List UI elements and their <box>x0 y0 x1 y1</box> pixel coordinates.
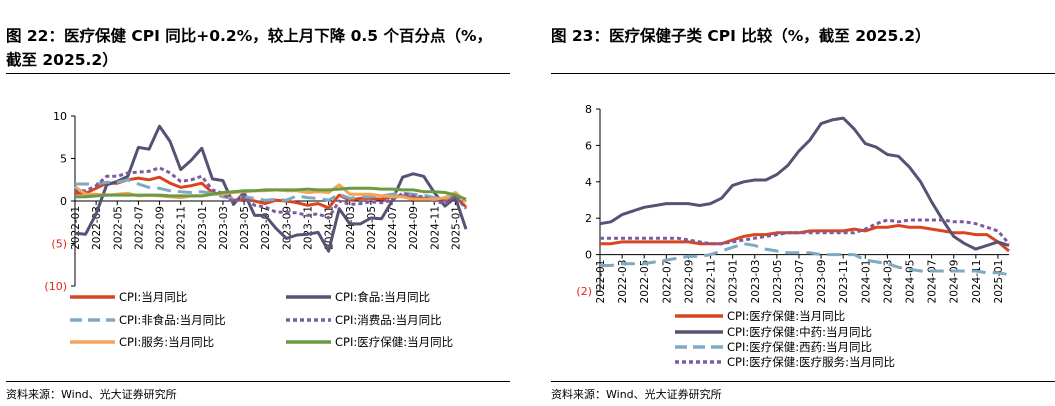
x-tick-label: 2022-01 <box>595 260 607 304</box>
x-tick-label: 2022-07 <box>661 260 673 304</box>
y-tick-label: 0 <box>60 195 67 208</box>
x-tick-label: 2025-01 <box>993 260 1005 304</box>
x-tick-label: 2023-03 <box>750 260 762 304</box>
series-line-3 <box>600 242 1010 277</box>
x-tick-label: 2024-11 <box>429 206 441 250</box>
x-tick-label: 2023-07 <box>260 206 272 250</box>
chart-title-left: 图 22：医疗保健 CPI 同比+0.2%，较上月下降 0.5 个百分点（%，截… <box>6 27 493 69</box>
x-tick-label: 2022-03 <box>617 260 629 304</box>
x-tick-label: 2025-01 <box>450 206 462 250</box>
x-tick-label: 2023-09 <box>816 260 828 304</box>
y-tick-label: (2) <box>576 285 592 298</box>
x-tick-label: 2023-07 <box>794 260 806 304</box>
x-tick-label: 2024-01 <box>860 260 872 304</box>
legend-label: CPI:消费品:当月同比 <box>335 313 442 327</box>
x-tick-label: 2023-11 <box>838 260 850 304</box>
x-tick-label: 2022-11 <box>706 260 718 304</box>
source-rule-right <box>551 381 1055 382</box>
y-tick-label: 2 <box>585 212 592 225</box>
x-tick-label: 2023-09 <box>281 206 293 250</box>
title-rule-left <box>6 73 510 74</box>
x-tick-label: 2022-01 <box>70 206 82 250</box>
x-tick-label: 2022-09 <box>683 260 695 304</box>
series-line-4 <box>75 166 468 220</box>
x-tick-label: 2024-07 <box>387 206 399 250</box>
y-tick-label: 0 <box>585 249 592 262</box>
y-tick-label: (10) <box>44 280 67 293</box>
series-line-2 <box>599 116 1010 251</box>
y-tick-label: 5 <box>60 153 67 166</box>
x-tick-label: 2024-05 <box>366 206 378 250</box>
source-note-left: 资料来源：Wind、光大证券研究所 <box>6 388 177 401</box>
x-tick-label: 2024-09 <box>949 260 961 304</box>
x-tick-label: 2024-11 <box>971 260 983 304</box>
x-tick-label: 2024-09 <box>408 206 420 250</box>
legend-label: CPI:当月同比 <box>119 290 187 304</box>
x-tick-label: 2022-07 <box>133 206 145 250</box>
y-tick-label: 6 <box>585 139 592 152</box>
x-tick-label: 2022-05 <box>639 260 651 304</box>
y-tick-label: 10 <box>53 110 67 123</box>
y-tick-label: (5) <box>51 238 67 251</box>
source-rule-left <box>6 381 510 382</box>
x-tick-label: 2024-07 <box>927 260 939 304</box>
x-tick-label: 2022-11 <box>176 206 188 250</box>
y-tick-label: 4 <box>585 176 592 189</box>
x-tick-label: 2024-05 <box>905 260 917 304</box>
legend-label: CPI:医疗保健:中药:当月同比 <box>727 325 872 339</box>
x-tick-label: 2023-05 <box>239 206 251 250</box>
series-line-2 <box>74 124 468 253</box>
x-tick-label: 2024-03 <box>882 260 894 304</box>
x-tick-label: 2023-05 <box>772 260 784 304</box>
legend-label: CPI:食品:当月同比 <box>335 290 430 304</box>
x-tick-label: 2023-01 <box>197 206 209 250</box>
legend-label: CPI:非食品:当月同比 <box>119 313 226 327</box>
legend-label: CPI:医疗保健:西药:当月同比 <box>727 340 872 354</box>
chart-panel-right: 图 23：医疗保健子类 CPI 比较（%，截至 2025.2） 8 6 4 2 0 (2)… <box>545 0 1055 406</box>
legend-label: CPI:服务:当月同比 <box>119 335 214 349</box>
legend-label: CPI:医疗保健:医疗服务:当月同比 <box>727 355 895 369</box>
title-rule-right <box>551 73 1055 74</box>
series-line-6 <box>75 186 467 201</box>
chart-title-right: 图 23：医疗保健子类 CPI 比较（%，截至 2025.2） <box>551 27 931 45</box>
y-tick-label: 8 <box>585 103 592 116</box>
line-chart-right: 8 6 4 2 0 (2) 2022-01 2022-03 2022-05 2022-07 2022… <box>576 103 1011 369</box>
legend-label: CPI:医疗保健:当月同比 <box>727 309 845 323</box>
series-line-4 <box>600 218 1011 246</box>
series-line-3 <box>75 178 467 204</box>
x-tick-label: 2023-03 <box>218 206 230 250</box>
x-tick-label: 2023-11 <box>302 206 314 250</box>
x-tick-label: 2023-01 <box>728 260 740 304</box>
x-tick-label: 2024-03 <box>345 206 357 250</box>
x-tick-label: 2022-09 <box>155 206 167 250</box>
x-tick-label: 2022-05 <box>112 206 124 250</box>
chart-panel-left: 图 22：医疗保健 CPI 同比+0.2%，较上月下降 0.5 个百分点（%，截… <box>0 0 510 406</box>
source-note-right: 资料来源：Wind、光大证券研究所 <box>551 388 722 401</box>
legend-label: CPI:医疗保健:当月同比 <box>335 335 453 349</box>
